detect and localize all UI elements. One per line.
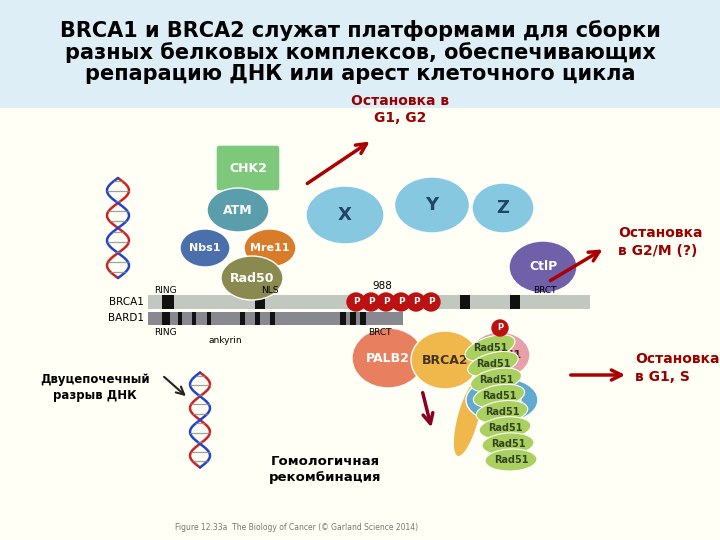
Ellipse shape (468, 352, 518, 376)
Text: Двуцепочечный
разрыв ДНК: Двуцепочечный разрыв ДНК (40, 374, 150, 402)
Ellipse shape (479, 417, 531, 439)
FancyBboxPatch shape (162, 312, 170, 325)
FancyBboxPatch shape (255, 295, 265, 309)
Text: P: P (497, 323, 503, 333)
Text: Rad51: Rad51 (479, 375, 513, 385)
Text: Остановка
в G1, S: Остановка в G1, S (635, 352, 719, 383)
Text: Rad51: Rad51 (473, 343, 508, 353)
FancyBboxPatch shape (340, 312, 346, 325)
Ellipse shape (470, 368, 521, 392)
Text: P: P (368, 298, 374, 307)
Ellipse shape (207, 188, 269, 232)
Ellipse shape (473, 384, 525, 408)
Text: Figure 12.33a  The Biology of Cancer (© Garland Science 2014): Figure 12.33a The Biology of Cancer (© G… (175, 523, 418, 532)
Text: BRCT: BRCT (534, 286, 557, 295)
Text: BRCA1 и BRCA2 служат платформами для сборки: BRCA1 и BRCA2 служат платформами для сбо… (60, 20, 660, 41)
FancyBboxPatch shape (148, 312, 403, 325)
Text: Rad51: Rad51 (485, 407, 519, 417)
Text: ATM: ATM (223, 204, 253, 217)
FancyBboxPatch shape (162, 295, 174, 309)
Text: Z: Z (497, 199, 510, 217)
Ellipse shape (221, 256, 283, 300)
Circle shape (347, 293, 365, 311)
FancyBboxPatch shape (178, 312, 182, 325)
Circle shape (392, 293, 410, 311)
FancyBboxPatch shape (255, 312, 260, 325)
Ellipse shape (411, 331, 479, 389)
Ellipse shape (244, 229, 296, 267)
Circle shape (492, 320, 508, 336)
Text: Rad51: Rad51 (476, 359, 510, 369)
FancyBboxPatch shape (270, 312, 275, 325)
Text: RING: RING (153, 286, 176, 295)
Text: Остановка
в G2/M (?): Остановка в G2/M (?) (618, 226, 703, 258)
Text: PALB2: PALB2 (366, 352, 410, 365)
Text: BRCA2: BRCA2 (422, 354, 468, 367)
Ellipse shape (306, 186, 384, 244)
Text: Nbs1: Nbs1 (189, 243, 221, 253)
Ellipse shape (509, 241, 577, 293)
Text: X: X (338, 206, 352, 224)
Text: BRCT: BRCT (368, 328, 392, 337)
FancyBboxPatch shape (216, 145, 280, 191)
Text: разных белковых комплексов, обеспечивающих: разных белковых комплексов, обеспечивающ… (65, 42, 655, 63)
Text: Y: Y (426, 196, 438, 214)
Text: NLS: NLS (261, 286, 279, 295)
Text: 988: 988 (372, 281, 392, 291)
Circle shape (377, 293, 395, 311)
Ellipse shape (482, 433, 534, 455)
Ellipse shape (465, 335, 515, 361)
Ellipse shape (453, 379, 483, 457)
Text: Rad51: Rad51 (487, 423, 522, 433)
Text: CHK2: CHK2 (229, 161, 267, 174)
FancyBboxPatch shape (350, 312, 356, 325)
Circle shape (407, 293, 425, 311)
FancyBboxPatch shape (192, 312, 196, 325)
Ellipse shape (476, 401, 528, 423)
FancyBboxPatch shape (207, 312, 211, 325)
Text: BARD1: BARD1 (108, 313, 144, 323)
Text: P: P (383, 298, 390, 307)
Text: P: P (397, 298, 405, 307)
FancyBboxPatch shape (360, 312, 366, 325)
Ellipse shape (485, 449, 537, 471)
Ellipse shape (395, 177, 469, 233)
Ellipse shape (466, 378, 538, 422)
FancyBboxPatch shape (460, 295, 470, 309)
FancyBboxPatch shape (510, 295, 520, 309)
Text: Rad51: Rad51 (494, 455, 528, 465)
Text: P: P (353, 298, 359, 307)
Text: CtlP: CtlP (529, 260, 557, 273)
Circle shape (422, 293, 440, 311)
FancyBboxPatch shape (148, 295, 590, 309)
Circle shape (362, 293, 380, 311)
FancyBboxPatch shape (0, 0, 720, 108)
Text: BACH1: BACH1 (479, 350, 521, 360)
Ellipse shape (352, 328, 424, 388)
Text: P: P (413, 298, 419, 307)
Text: RING: RING (153, 328, 176, 337)
Ellipse shape (180, 229, 230, 267)
FancyBboxPatch shape (240, 312, 245, 325)
Ellipse shape (470, 332, 530, 378)
Text: Mre11: Mre11 (251, 243, 289, 253)
Text: репарацию ДНК или арест клеточного цикла: репарацию ДНК или арест клеточного цикла (85, 64, 635, 84)
Ellipse shape (472, 183, 534, 233)
Text: TopBP1: TopBP1 (479, 395, 525, 405)
Text: ankyrin: ankyrin (208, 336, 242, 345)
Text: BRCA1: BRCA1 (109, 297, 144, 307)
Text: Гомологичная
рекомбинация: Гомологичная рекомбинация (269, 455, 382, 484)
Text: Rad51: Rad51 (491, 439, 526, 449)
Text: P: P (428, 298, 434, 307)
Text: Rad51: Rad51 (482, 391, 516, 401)
Text: Rad50: Rad50 (230, 272, 274, 285)
Text: Остановка в
G1, G2: Остановка в G1, G2 (351, 94, 449, 125)
